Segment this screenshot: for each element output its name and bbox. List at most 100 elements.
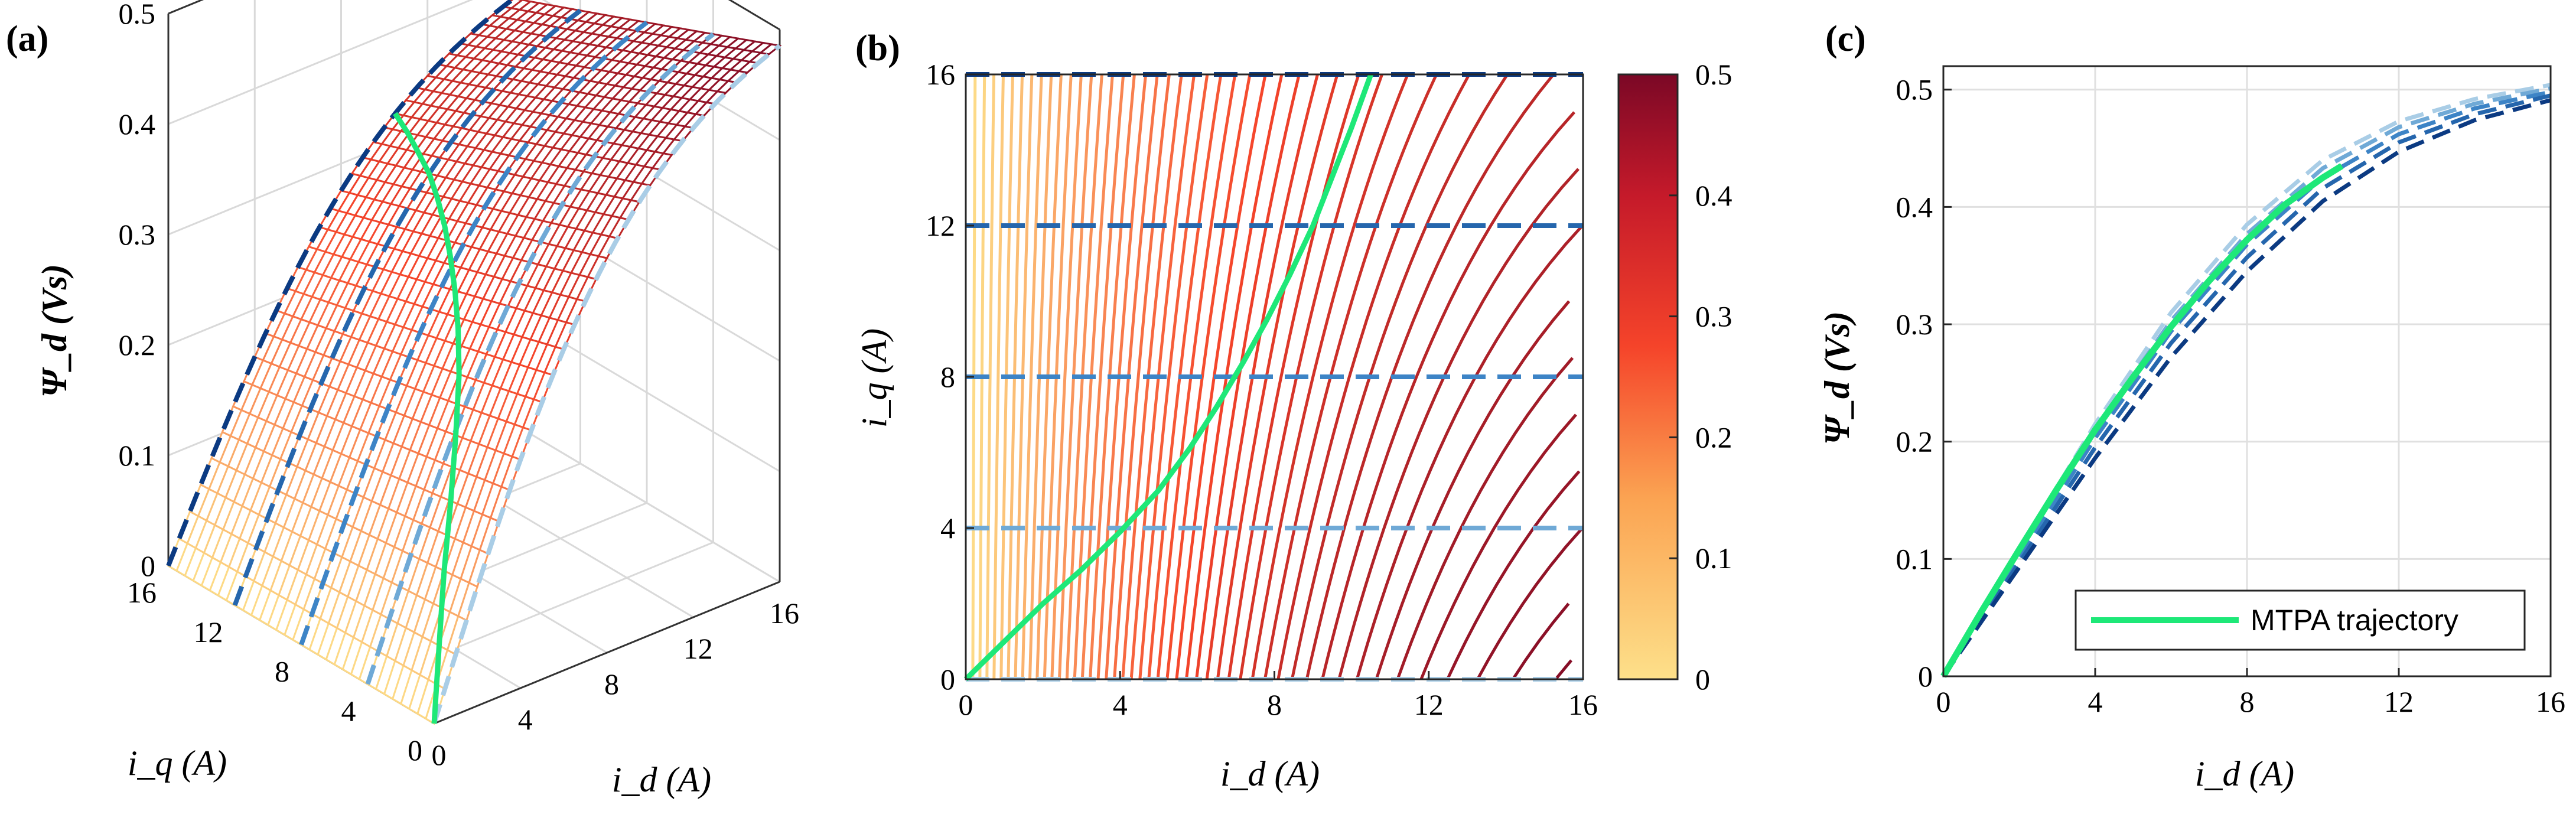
series-line-3 [1942,93,2551,677]
panel-b-colorbar-ticks: 0 0.1 0.2 0.3 0.4 0.5 [1669,58,1732,696]
panel-a-ylabel: i_q (A) [128,744,227,783]
y-tick-label: 4 [341,694,356,727]
panel-b-xlabel: i_d (A) [1220,754,1320,793]
contour-line-44 [1446,470,1581,680]
x-tick-label: 0 [432,738,447,771]
y-tick-label: 0.4 [1896,190,1933,223]
iq-line-8 [299,20,649,646]
x-tick-label: 12 [683,632,713,665]
y-tick-label: 12 [194,615,223,649]
contour-line-39 [1337,168,1580,680]
panel-c-legend: MTPA trajectory [2075,589,2526,651]
y-tick-label: 4 [940,512,955,545]
contour-line-33 [1250,74,1409,680]
y-tick-label: 0.3 [1896,308,1933,341]
z-tick-label: 0.5 [119,0,156,30]
grid-floor-x [513,423,780,583]
mtpa-line [963,73,1374,682]
mtpa-line [393,112,462,724]
panel-label-b: (b) [855,28,900,69]
z-tick-label: 0.2 [119,328,156,361]
contour-line-35 [1276,73,1471,680]
x-tick-label: 12 [1414,688,1444,721]
series-line-4 [1942,98,2551,677]
panel-c-series [1940,83,2551,678]
y-tick-label: 0 [408,734,422,767]
contour-line-47 [1554,659,1573,680]
iq-line-0 [432,44,781,725]
x-tick-label: 8 [1267,688,1282,721]
contour-line-42 [1396,357,1574,680]
z-tick-label: 0.4 [119,107,156,141]
panel-b-axes: 0 4 8 12 16 0 4 8 12 16 [926,58,1598,721]
x-tick-label: 4 [518,703,533,736]
contour-line-28 [1195,74,1301,680]
x-tick-label: 0 [959,688,973,721]
contour-line-31 [1227,74,1360,680]
contour-line-40 [1355,224,1584,680]
x-tick-label: 4 [2088,685,2103,718]
panel-c-grid [1942,66,2552,677]
contour-line-11 [1050,74,1083,680]
contour-line-38 [1321,111,1575,680]
colorbar-tick-label: 0.3 [1695,300,1732,333]
panel-label-c: (c) [1825,19,1866,59]
panel-a-iq-lines [166,0,781,725]
x-tick-label: 16 [1568,688,1598,721]
y-tick-label: 8 [275,655,289,688]
z-tick-label: 0.3 [119,218,156,251]
panel-label-a: (a) [6,19,48,59]
panel-b-colorbar [1617,73,1679,680]
panel-a-xlabel: i_d (A) [612,760,711,799]
colorbar-tick-label: 0.1 [1695,542,1732,575]
panel-b-mtpa-line [963,73,1374,682]
panel-c-xlabel: i_d (A) [2195,754,2294,793]
panel-c-ylabel: Ψ_d (Vs) [1818,311,1857,445]
x-tick-label: 8 [2240,685,2255,718]
box-edge [728,0,780,31]
contour-line-43 [1419,413,1577,680]
z-tick-label: 0.1 [119,439,156,472]
x-tick-label: 16 [770,597,799,630]
legend-mtpa-label: MTPA trajectory [2251,604,2458,637]
panel-c-axes: 0 4 8 12 16 0 0.1 0.2 0.3 0.4 0.5 [1896,65,2565,718]
box-edge [434,581,780,725]
y-tick-label: 8 [940,360,955,393]
iq-line-16 [166,0,516,567]
panel-b-contour-lines [971,73,1584,680]
contour-line-3 [992,74,1005,680]
x-tick-label: 16 [2536,685,2565,718]
x-tick-label: 0 [1936,685,1951,718]
y-tick-label: 12 [926,209,955,242]
x-tick-label: 8 [604,667,619,701]
y-tick-label: 16 [926,58,955,91]
y-tick-label: 16 [127,576,157,609]
x-tick-label: 12 [2384,685,2414,718]
contour-line-25 [1165,74,1252,680]
series-line-1 [1942,86,2551,677]
contour-line-46 [1512,602,1570,680]
mtpa-line [1940,163,2344,678]
contour-line-45 [1476,527,1584,680]
series-line-0 [1941,83,2551,677]
colorbar-tick-label: 0.4 [1695,179,1732,212]
panel-a-zlabel: Ψ_d (Vs) [35,264,74,398]
z-tick-label: 0 [141,549,155,582]
x-tick-label: 4 [1113,688,1128,721]
contour-line-15 [1080,74,1125,680]
contour-line-7 [1021,74,1043,680]
contour-line-19 [1113,74,1171,680]
iq-line-4 [365,32,715,685]
panel-b-ylabel: i_q (A) [855,328,894,428]
contour-line-22 [1138,74,1209,680]
contour-line-41 [1375,300,1571,680]
iq-line-12 [232,8,582,607]
y-tick-label: 0.2 [1896,425,1933,458]
y-tick-label: 0.5 [1896,73,1933,106]
colorbar-tick-label: 0.5 [1695,58,1732,91]
